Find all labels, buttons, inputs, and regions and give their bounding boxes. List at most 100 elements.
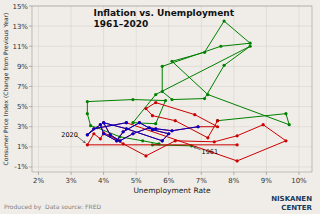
series-point: [170, 98, 173, 101]
series-point: [154, 127, 157, 130]
series-point: [151, 128, 154, 131]
x-tick: [233, 172, 234, 175]
series-point: [148, 126, 151, 129]
y-tick: [29, 26, 32, 27]
y-tick-label: 15%: [12, 3, 28, 11]
series-point: [86, 133, 89, 136]
series-point: [86, 143, 89, 146]
x-tick: [38, 172, 39, 175]
series-point: [167, 132, 170, 135]
series-point: [118, 139, 121, 142]
series-point: [262, 123, 265, 126]
series-point: [144, 154, 147, 157]
x-axis-label: Unemployment Rate: [133, 186, 211, 195]
series-point: [99, 137, 102, 140]
series-point: [174, 139, 177, 142]
annotation-arrow: [194, 147, 201, 150]
series-point: [249, 45, 252, 48]
series-point: [154, 127, 157, 130]
series-point: [99, 123, 102, 126]
series-point: [131, 121, 134, 124]
series-point: [161, 90, 164, 93]
series-point: [125, 127, 128, 130]
series-point: [86, 133, 89, 136]
series-point: [122, 130, 125, 133]
y-grid-line: [32, 66, 312, 67]
y-grid-line: [32, 106, 312, 107]
y-tick-label: 11%: [12, 43, 28, 51]
series-point: [141, 139, 144, 142]
series-point: [196, 125, 199, 128]
x-tick-label: 6%: [163, 177, 174, 185]
series-point: [203, 51, 206, 54]
series-point: [222, 19, 225, 22]
y-axis-label: Consumer Price Index (Change from Previo…: [2, 13, 10, 166]
series-point: [86, 112, 89, 115]
x-tick-label: 4%: [98, 177, 109, 185]
series-point: [109, 133, 112, 136]
series-point: [161, 139, 164, 142]
series-point: [170, 129, 173, 132]
x-tick: [71, 172, 72, 175]
y-tick: [29, 166, 32, 167]
plot-frame: [32, 6, 312, 172]
y-tick-label: 9%: [17, 63, 28, 71]
y-tick-label: 13%: [12, 23, 28, 31]
grid: [32, 6, 312, 172]
series-point: [249, 42, 252, 45]
series-point: [89, 124, 92, 127]
series-point: [86, 100, 89, 103]
series-point: [125, 127, 128, 130]
series-point: [151, 128, 154, 131]
annotation-text: 2020: [61, 131, 78, 139]
x-tick: [201, 172, 202, 175]
y-grid-line: [32, 46, 312, 47]
series-point: [196, 125, 199, 128]
series-point: [219, 45, 222, 48]
series-point: [236, 134, 239, 137]
x-tick: [266, 172, 267, 175]
y-tick-label: -1%: [14, 163, 28, 171]
y-grid-line: [32, 26, 312, 27]
series-point: [102, 132, 105, 135]
x-tick: [103, 172, 104, 175]
series-point: [222, 64, 225, 67]
footnote: Produced by Data source: FRED: [4, 203, 102, 211]
series-point: [167, 132, 170, 135]
series-point: [122, 130, 125, 133]
y-tick-label: 7%: [17, 83, 28, 91]
y-tick: [29, 126, 32, 127]
series-point: [206, 93, 209, 96]
x-tick-label: 3%: [66, 177, 77, 185]
subtitle: 1961–2020: [94, 19, 149, 29]
x-tick-label: 7%: [196, 177, 207, 185]
logo-text: NISKANEN: [271, 195, 312, 203]
series-point: [115, 139, 118, 142]
y-tick: [29, 146, 32, 147]
series-point: [125, 121, 128, 124]
series-point: [118, 139, 121, 142]
series-point: [138, 121, 141, 124]
series-line: [87, 123, 198, 141]
y-tick-label: 1%: [17, 143, 28, 151]
series-point: [102, 121, 105, 124]
y-tick: [29, 106, 32, 107]
series-point: [148, 126, 151, 129]
series-point: [92, 132, 95, 135]
y-tick-label: 3%: [17, 123, 28, 131]
x-tick-label: 8%: [228, 177, 239, 185]
x-tick: [136, 172, 137, 175]
logo-text: CENTER: [281, 204, 312, 212]
series-point: [154, 101, 157, 104]
series-point: [125, 121, 128, 124]
series-point: [92, 127, 95, 130]
series-point: [284, 112, 287, 115]
series-point: [154, 93, 157, 96]
series-point: [164, 99, 167, 102]
series-point: [170, 60, 173, 63]
x-tick-label: 5%: [131, 177, 142, 185]
series-point: [203, 97, 206, 100]
x-tick-label: 2%: [33, 177, 44, 185]
series-point: [161, 139, 164, 142]
series-point: [174, 119, 177, 122]
